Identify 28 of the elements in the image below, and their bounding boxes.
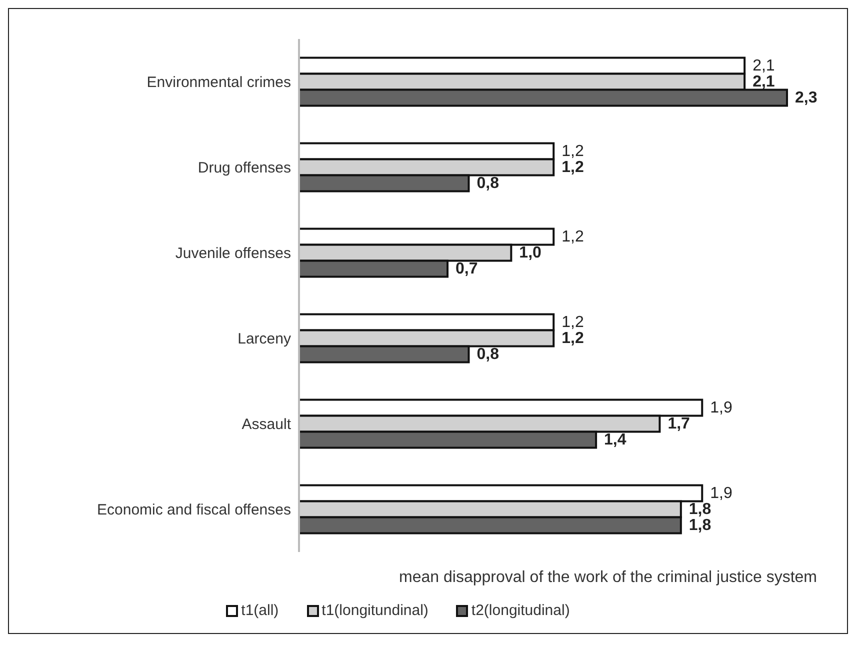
data-label: 1,2 [562, 228, 584, 246]
y-tick-label: Environmental crimes [146, 74, 291, 92]
legend-label: t1(longitundinal) [320, 602, 428, 619]
y-tick-label: Assault [242, 416, 292, 434]
data-label: 1,2 [562, 314, 584, 331]
data-label: 1,9 [710, 484, 732, 502]
data-label: 1,2 [562, 158, 584, 176]
data-label: 1,4 [604, 431, 626, 448]
legend-label: t2(longitudinal) [470, 602, 570, 619]
y-tick-label: Drug offenses [198, 160, 291, 177]
data-label: 2,1 [752, 57, 775, 74]
data-label: 1,8 [688, 516, 712, 534]
y-tick-label: Juvenile offenses [175, 245, 291, 262]
data-label: 1,9 [710, 399, 732, 416]
data-label: 0,8 [476, 174, 500, 192]
data-label: 1,8 [688, 500, 712, 518]
data-label: 0,7 [456, 260, 478, 278]
x-axis-title: mean disapproval of the work of the criminal justice system [399, 569, 817, 586]
legend-label: t1(all) [240, 602, 279, 619]
data-label: 2,1 [752, 73, 775, 90]
data-label: 1,7 [668, 415, 690, 432]
data-label: 1,2 [562, 142, 584, 160]
data-label: 0,8 [476, 346, 500, 363]
y-tick-label: Larceny [238, 330, 292, 348]
data-label: 1,2 [562, 330, 584, 347]
data-label: 2,3 [795, 89, 818, 106]
y-tick-label: Economic and fiscal offenses [97, 502, 291, 519]
data-label: 1,0 [519, 244, 542, 262]
